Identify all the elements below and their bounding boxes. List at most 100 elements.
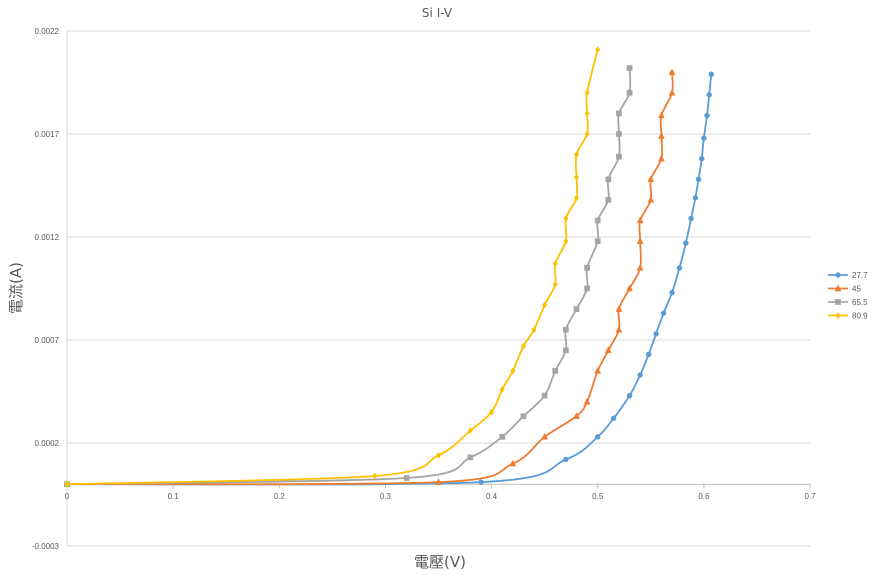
data-point (573, 412, 580, 419)
y-tick-label: 0.0022 (35, 27, 60, 36)
data-point (435, 478, 442, 485)
data-point (706, 92, 712, 98)
data-point (584, 109, 590, 117)
data-point (647, 175, 655, 183)
data-point (605, 176, 612, 183)
data-point (626, 65, 633, 71)
data-point (704, 112, 710, 119)
y-tick-label: 0.0017 (35, 130, 60, 139)
legend-label: 80.9 (852, 312, 868, 321)
data-point (573, 173, 580, 181)
legend-item: 45 (828, 284, 861, 294)
data-point (542, 301, 548, 309)
data-point (605, 197, 612, 203)
data-point (636, 237, 644, 244)
data-point (563, 456, 569, 463)
data-point (595, 46, 601, 53)
data-point (668, 68, 676, 75)
data-point (552, 280, 558, 288)
data-point (584, 130, 590, 138)
data-point (64, 480, 70, 488)
data-point (435, 451, 442, 459)
data-point (467, 427, 473, 435)
data-point (510, 367, 516, 375)
data-point (594, 217, 601, 224)
data-point (657, 132, 665, 139)
data-point (563, 347, 569, 354)
gridlines (67, 30, 810, 547)
data-point (489, 408, 495, 416)
data-point (668, 88, 676, 96)
data-point (616, 110, 622, 117)
x-tick-label: 0.5 (592, 492, 604, 501)
x-tick-label: 0.2 (274, 492, 286, 501)
data-point (520, 413, 527, 420)
data-point (604, 346, 612, 354)
data-point (688, 215, 694, 222)
data-point (541, 432, 549, 440)
data-point (594, 434, 601, 440)
legend-label: 27.7 (852, 271, 868, 280)
legend-marker (835, 312, 841, 319)
data-point (499, 386, 505, 393)
data-point (563, 237, 569, 245)
data-point (683, 240, 689, 246)
legend-marker (835, 272, 841, 278)
series-line-65.5 (66, 68, 632, 486)
x-tick-label: 0.4 (486, 492, 498, 501)
legend-label: 65.5 (852, 298, 868, 307)
plot-series (63, 46, 715, 488)
data-point (636, 216, 644, 224)
data-point (657, 111, 665, 119)
series-65.5 (64, 65, 633, 488)
data-point (626, 284, 633, 292)
series-80.9 (64, 46, 601, 488)
y-tick-label: -0.0003 (32, 542, 60, 551)
data-point (584, 285, 590, 292)
data-point (616, 153, 622, 160)
data-point (653, 331, 659, 337)
y-tick-label: 0.0012 (35, 233, 60, 242)
data-point (637, 372, 643, 378)
data-point (403, 475, 410, 481)
data-point (701, 135, 707, 141)
legend-item: 80.9 (828, 312, 868, 321)
data-point (552, 368, 559, 374)
data-point (708, 71, 715, 78)
data-point (467, 454, 474, 461)
x-tick-label: 0.1 (168, 492, 180, 501)
x-tick-label: 0 (65, 492, 70, 501)
data-point (563, 215, 569, 222)
data-point (610, 415, 617, 422)
data-point (660, 310, 667, 316)
legend-label: 45 (852, 285, 861, 294)
data-point (541, 392, 548, 399)
data-point (615, 325, 623, 333)
data-point (669, 289, 675, 296)
data-point (692, 195, 699, 201)
data-point (372, 472, 378, 480)
x-tick-label: 0.3 (380, 492, 392, 501)
data-point (615, 305, 623, 312)
data-point (698, 155, 705, 162)
data-point (573, 194, 580, 202)
data-point (563, 326, 569, 333)
legend-item: 65.5 (828, 298, 868, 307)
legend-marker (835, 299, 841, 305)
data-point (647, 195, 655, 203)
legend: 27.7 45 65.5 80.9 (828, 271, 868, 321)
y-tick-label: 0.0007 (35, 336, 60, 345)
data-point (645, 351, 652, 358)
data-point (531, 326, 537, 334)
data-point (584, 89, 590, 97)
data-point (657, 154, 665, 162)
data-point (584, 265, 590, 271)
data-point (583, 397, 591, 405)
series-line-80.9 (66, 49, 599, 486)
legend-marker (834, 284, 842, 292)
data-point (636, 263, 644, 271)
data-point (520, 342, 526, 350)
